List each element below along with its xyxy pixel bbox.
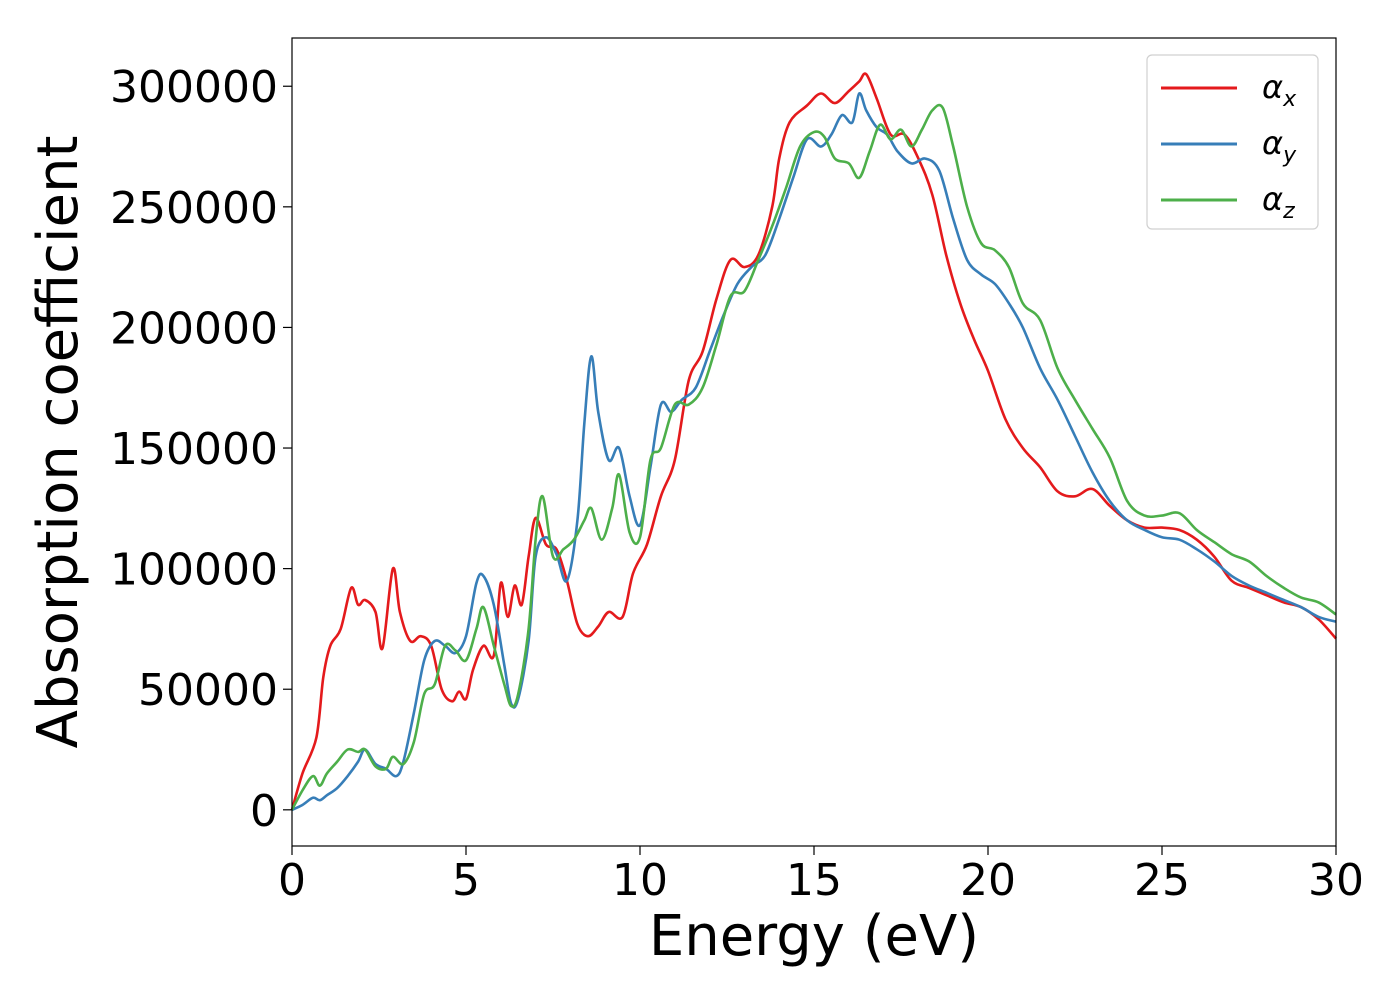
x-tick-label: 20 <box>960 855 1016 906</box>
x-tick-label: 30 <box>1308 855 1364 906</box>
y-tick-label: 100000 <box>110 545 278 596</box>
series-line-y <box>291 92 1337 811</box>
y-tick-label: 300000 <box>110 62 278 113</box>
x-tick-label: 25 <box>1134 855 1190 906</box>
legend-label-z: αz <box>1262 180 1295 224</box>
y-axis-ticks: 0 50000 100000 150000 200000 250000 300000 <box>110 62 292 837</box>
legend-subscript: y <box>1282 143 1297 168</box>
x-tick-label: 0 <box>278 855 306 906</box>
series-line-z <box>290 103 1337 811</box>
y-tick-label: 0 <box>250 786 278 837</box>
x-tick-label: 15 <box>786 855 842 906</box>
legend-subscript: x <box>1282 87 1297 112</box>
series-layer <box>290 72 1337 811</box>
x-axis-ticks: 0 5 10 15 20 25 30 <box>278 846 1364 906</box>
y-tick-label: 150000 <box>110 424 278 475</box>
legend-label-y: αy <box>1262 124 1297 168</box>
y-axis-label: Absorption coefficient <box>26 136 91 749</box>
legend-label-x: αx <box>1262 68 1297 112</box>
legend-symbol: α <box>1262 180 1283 218</box>
y-tick-label: 50000 <box>138 665 278 716</box>
legend-frame <box>1146 54 1319 230</box>
y-tick-label: 200000 <box>110 303 278 354</box>
legend-symbol: α <box>1262 124 1283 162</box>
x-tick-label: 5 <box>452 855 480 906</box>
x-axis-label: Energy (eV) <box>649 904 979 969</box>
x-tick-label: 10 <box>612 855 668 906</box>
legend-subscript: z <box>1282 199 1295 224</box>
legend-symbol: α <box>1262 68 1283 106</box>
series-line-x <box>290 72 1337 811</box>
y-tick-label: 250000 <box>110 183 278 234</box>
